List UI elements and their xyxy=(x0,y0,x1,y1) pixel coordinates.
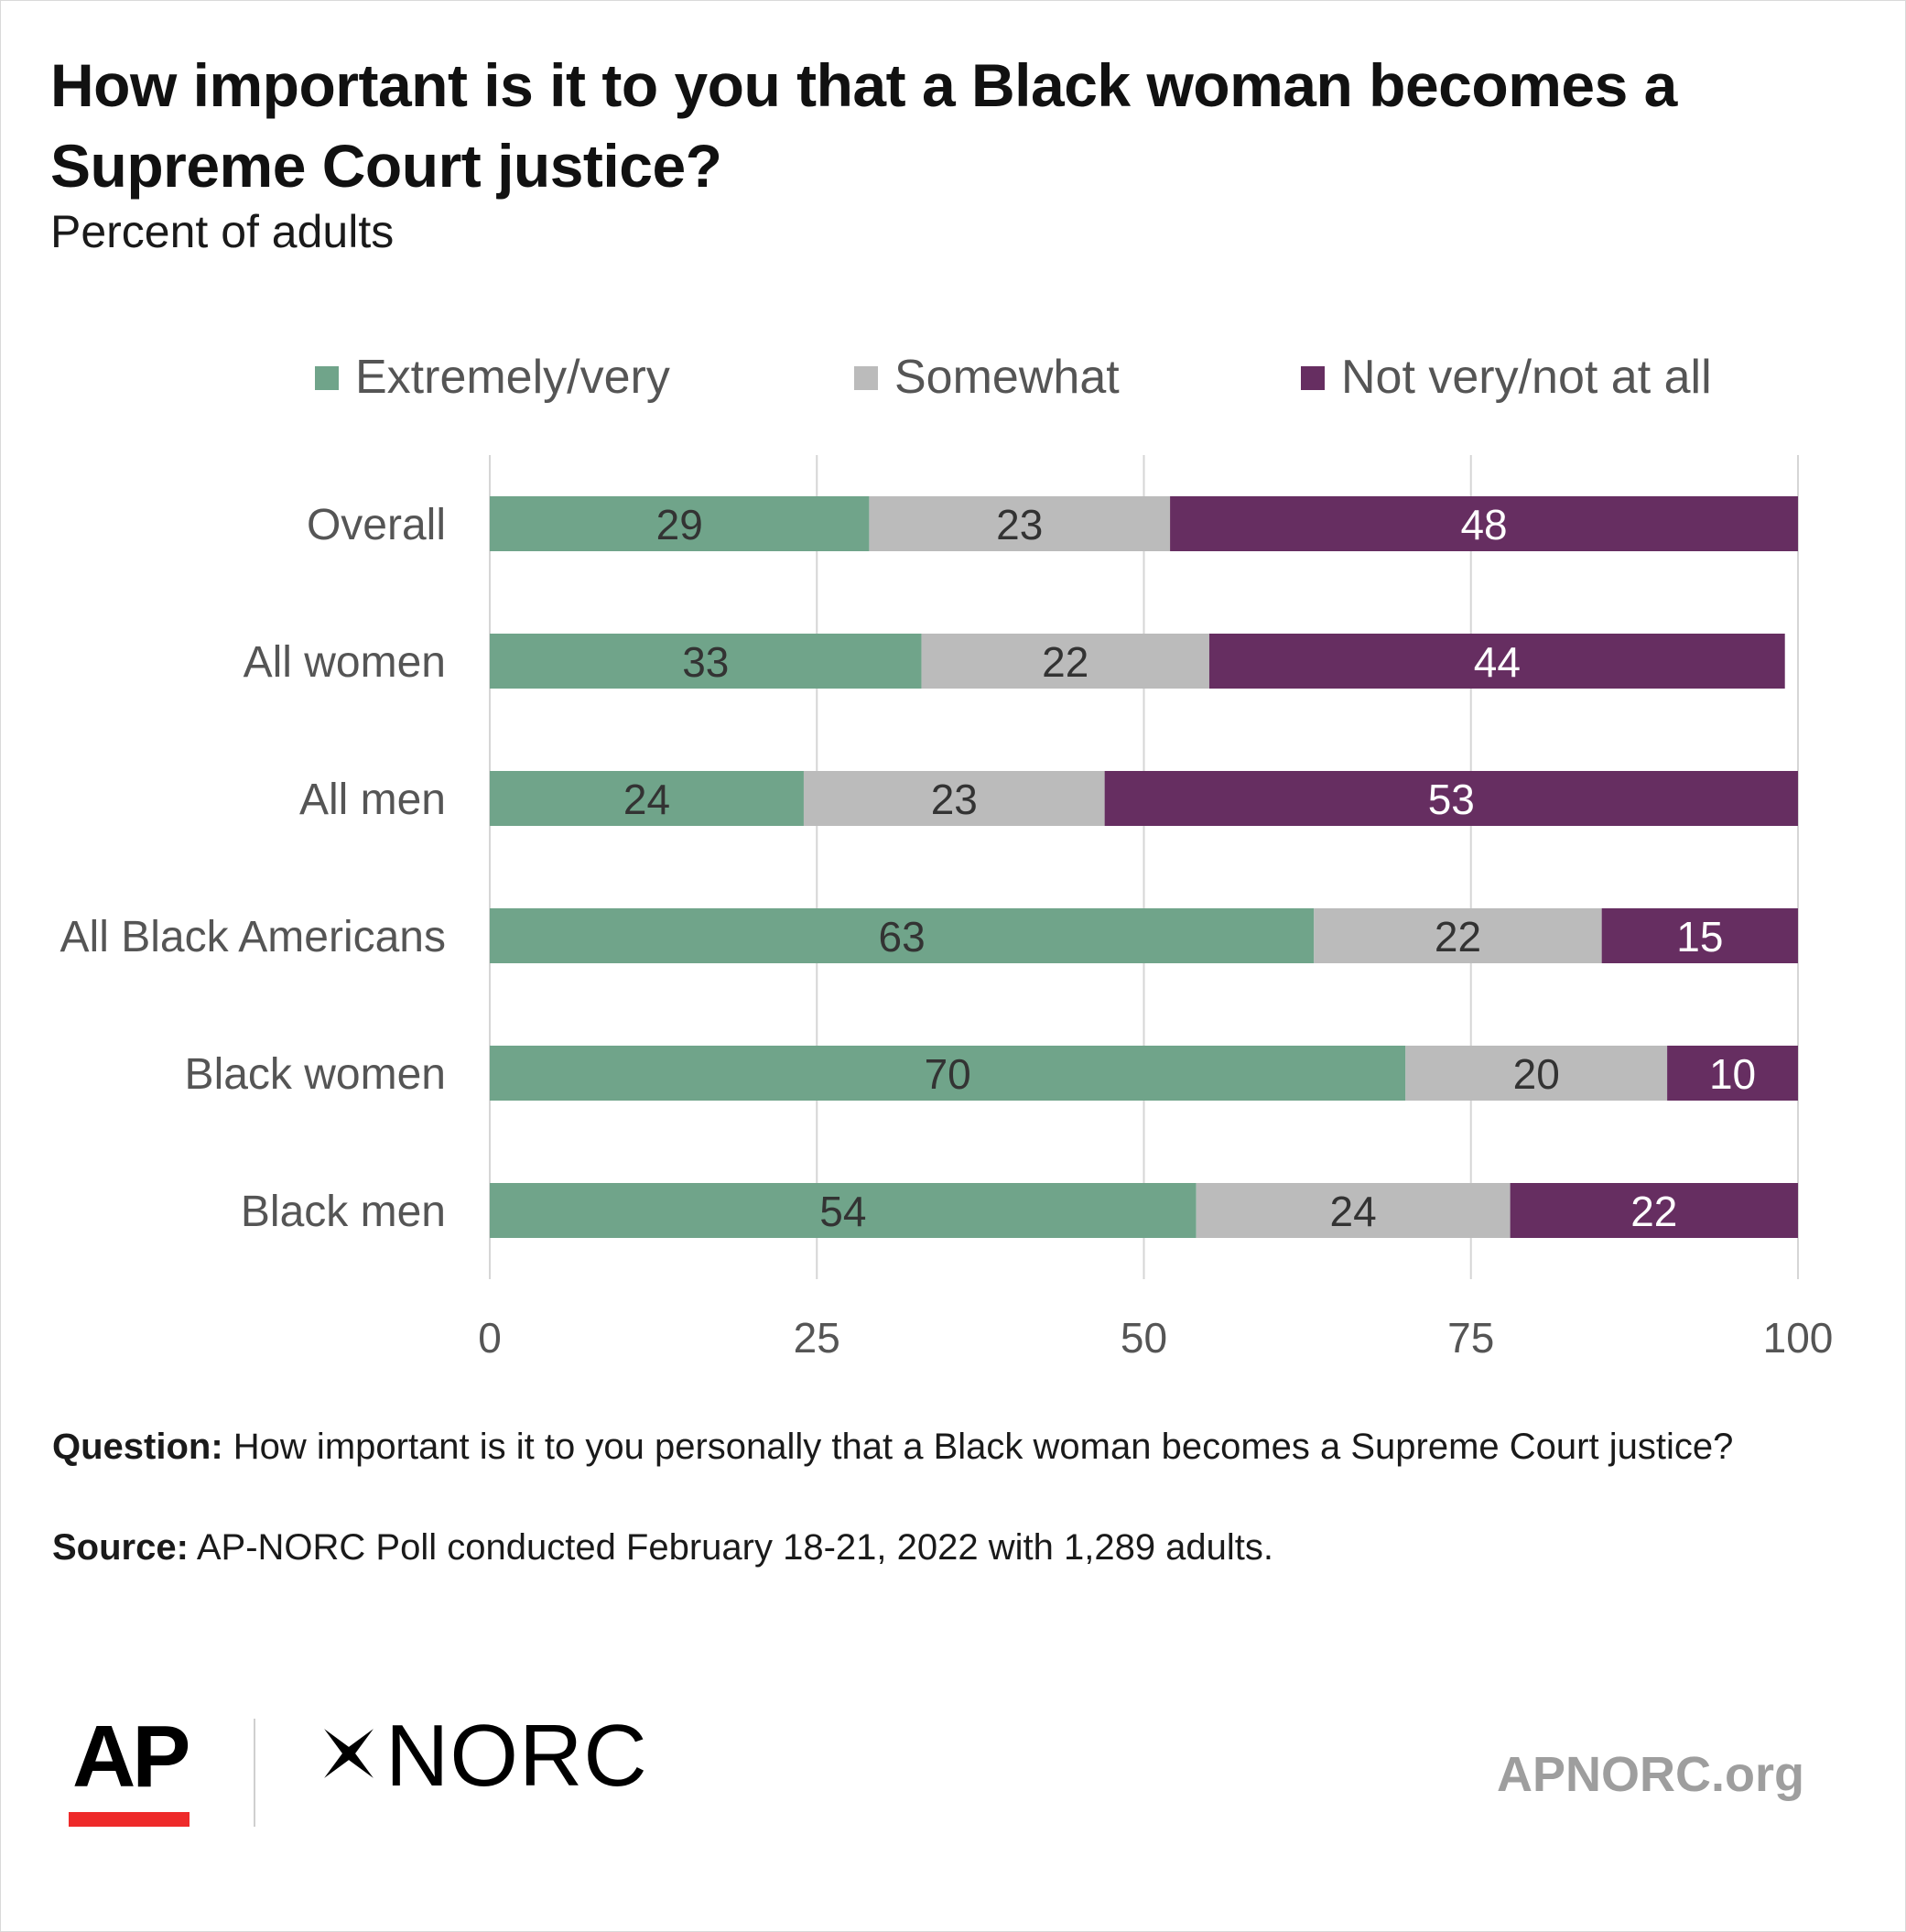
question-note: Question: How important is it to you per… xyxy=(52,1422,1828,1472)
category-label: All men xyxy=(299,776,446,824)
source-text: AP-NORC Poll conducted February 18-21, 2… xyxy=(196,1527,1274,1568)
bar-value-label: 23 xyxy=(931,776,978,823)
bar-segment xyxy=(1405,1046,1668,1101)
bar-value-label: 10 xyxy=(1709,1050,1756,1098)
bar-segment xyxy=(1314,908,1602,963)
bar-segment xyxy=(1510,1183,1798,1238)
chart-subtitle: Percent of adults xyxy=(50,206,395,257)
bar-segment xyxy=(490,496,870,551)
chart-title: How important is it to you that a Black … xyxy=(50,51,1677,200)
category-label: All women xyxy=(244,638,446,687)
bar-value-label: 24 xyxy=(623,776,670,823)
bar-value-label: 23 xyxy=(996,501,1043,548)
bar-segment xyxy=(1104,771,1798,826)
bar-segment xyxy=(1601,908,1798,963)
website-link[interactable]: APNORC.org xyxy=(1497,1747,1804,1802)
bar-segment xyxy=(803,771,1105,826)
category-labels: Overall All women All men All Black America… xyxy=(60,501,446,1236)
chart-bars: 29 23 48 33 22 44 24 23 53 63 22 15 70 20 10 54 24 22 xyxy=(490,496,1798,1238)
bar-value-label: 22 xyxy=(1042,638,1088,686)
legend-label: Somewhat xyxy=(894,351,1120,404)
bar-value-label: 70 xyxy=(925,1050,971,1098)
bar-segment xyxy=(490,908,1315,963)
category-label: Black men xyxy=(241,1188,446,1236)
bar-segment xyxy=(490,1183,1197,1238)
source-label: Source: xyxy=(52,1527,189,1568)
category-label: Black women xyxy=(185,1050,446,1099)
x-tick-label: 0 xyxy=(478,1314,502,1356)
bar-value-label: 48 xyxy=(1460,501,1507,548)
bar-segment xyxy=(1170,496,1798,551)
ap-logo: AP xyxy=(72,1708,190,1806)
bar-value-label: 44 xyxy=(1474,638,1521,686)
legend-swatch xyxy=(1301,366,1325,390)
category-label: All Black Americans xyxy=(60,913,446,961)
bar-value-label: 22 xyxy=(1435,913,1481,961)
ap-logo-underline xyxy=(69,1812,190,1827)
bar-segment xyxy=(1208,634,1785,689)
legend-swatch xyxy=(854,366,878,390)
question-text: How important is it to you personally th… xyxy=(233,1427,1734,1467)
bar-value-label: 54 xyxy=(819,1188,866,1235)
bar-segment xyxy=(490,771,804,826)
question-label: Question: xyxy=(52,1427,223,1467)
bar-value-label: 29 xyxy=(656,501,703,548)
legend-label: Not very/not at all xyxy=(1341,351,1712,404)
norc-logo: NORC xyxy=(385,1707,648,1805)
chart-grid xyxy=(489,455,1799,1279)
legend-swatch xyxy=(315,366,339,390)
x-tick-label: 50 xyxy=(1121,1314,1167,1356)
bar-segment xyxy=(1667,1046,1798,1101)
bar-segment xyxy=(1196,1183,1511,1238)
bar-value-label: 20 xyxy=(1513,1050,1560,1098)
bar-value-label: 24 xyxy=(1330,1188,1377,1235)
x-tick-label: 25 xyxy=(794,1314,840,1356)
bar-value-label: 15 xyxy=(1676,913,1723,961)
bar-value-label: 33 xyxy=(682,638,729,686)
chart-legend: Extremely/very Somewhat Not very/not at al… xyxy=(315,351,1712,404)
bar-segment xyxy=(921,634,1209,689)
x-tick-label: 100 xyxy=(1763,1314,1834,1356)
bar-value-label: 53 xyxy=(1428,776,1475,823)
bar-value-label: 22 xyxy=(1630,1188,1677,1235)
bar-segment xyxy=(490,1046,1406,1101)
category-label: Overall xyxy=(307,501,446,549)
source-note: Source: AP-NORC Poll conducted February … xyxy=(52,1523,1828,1573)
stacked-bar-chart: Extremely/very Somewhat Not very/not at al… xyxy=(60,351,1834,1356)
bar-segment xyxy=(869,496,1171,551)
bar-value-label: 63 xyxy=(879,913,926,961)
logo-divider xyxy=(254,1719,255,1827)
x-axis-ticks: 0 25 50 75 100 xyxy=(478,1314,1833,1356)
legend-label: Extremely/very xyxy=(355,351,670,404)
norc-star-icon xyxy=(324,1729,374,1778)
bar-segment xyxy=(490,634,922,689)
x-tick-label: 75 xyxy=(1447,1314,1494,1356)
